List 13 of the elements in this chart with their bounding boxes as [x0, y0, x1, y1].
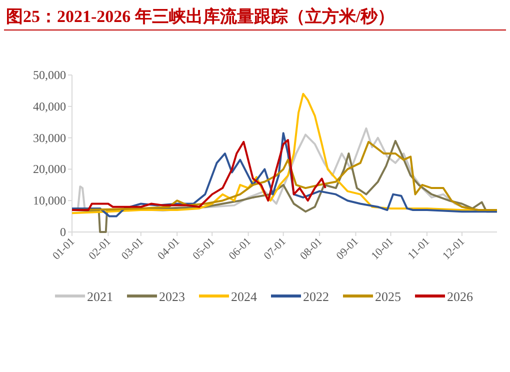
- y-tick-label: 50,000: [33, 68, 66, 82]
- y-tick-label: 10,000: [33, 194, 66, 208]
- legend-label: 2024: [231, 289, 258, 304]
- legend-label: 2023: [159, 289, 185, 304]
- legend-label: 2025: [375, 289, 401, 304]
- legend-label: 2021: [87, 289, 113, 304]
- y-tick-label: 40,000: [33, 99, 66, 114]
- y-tick-label: 20,000: [33, 162, 66, 176]
- legend-label: 2022: [303, 289, 329, 304]
- y-tick-label: 30,000: [33, 130, 66, 145]
- title: 图25：2021-2026 年三峡出库流量跟踪（立方米/秒）: [6, 7, 395, 26]
- y-tick-label: 0: [60, 225, 66, 239]
- legend-label: 2026: [447, 289, 474, 304]
